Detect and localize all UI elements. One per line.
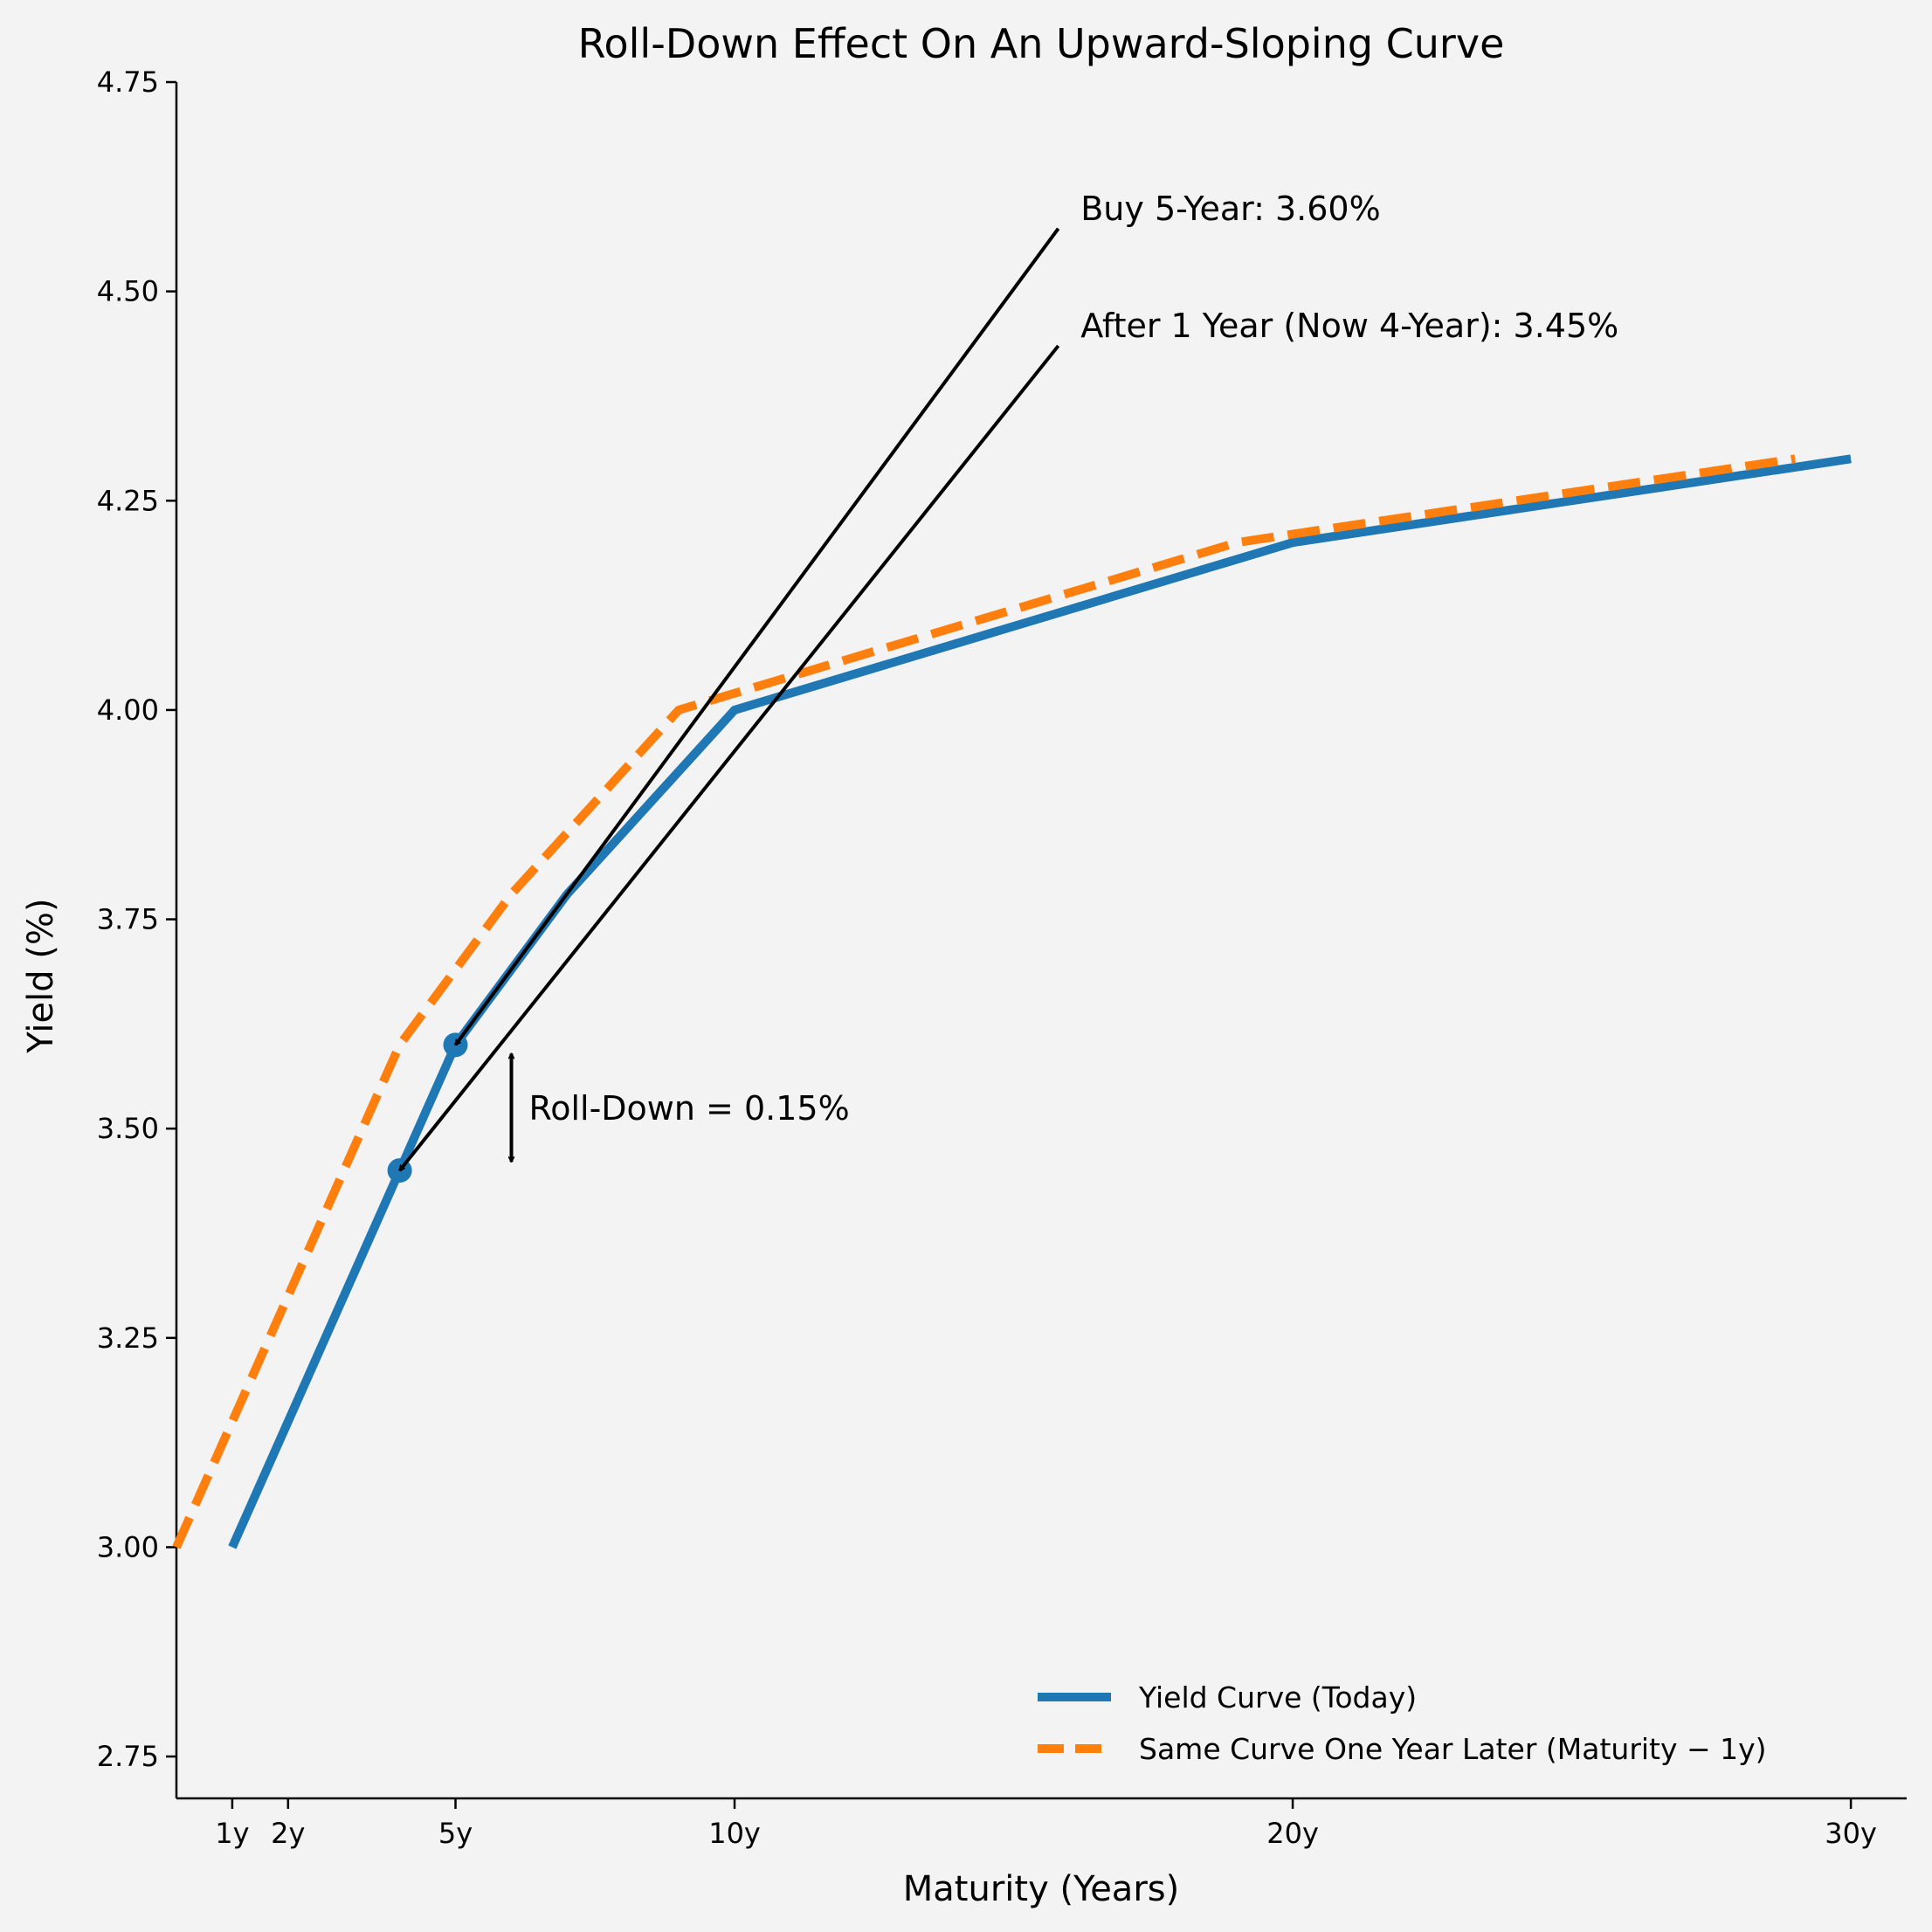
annotation-arrow	[398, 344, 1060, 1170]
legend: Yield Curve (Today) Same Curve One Year L…	[1038, 1680, 1767, 1766]
series-line-one-year-later	[172, 454, 1796, 1549]
annotation-arrow	[453, 227, 1060, 1045]
annotation-label: Buy 5-Year: 3.60%	[1080, 190, 1380, 228]
roll-down-label: Roll-Down = 0.15%	[529, 1089, 850, 1128]
chart-title: Roll-Down Effect On An Upward-Sloping Cu…	[578, 20, 1505, 67]
x-tick-label: 30y	[1825, 1817, 1877, 1850]
y-tick-label: 2.75	[97, 1740, 159, 1773]
y-tick-label: 3.25	[97, 1321, 159, 1355]
x-tick-label: 10y	[708, 1817, 761, 1850]
x-tick-label: 1y	[215, 1817, 249, 1850]
y-tick-label: 3.50	[97, 1112, 159, 1145]
annotation-layer: Buy 5-Year: 3.60% After 1 Year (Now 4-Yea…	[398, 190, 1618, 1170]
y-tick-label: 3.75	[97, 903, 159, 936]
x-tick-label: 20y	[1266, 1817, 1319, 1850]
annotation-label: After 1 Year (Now 4-Year): 3.45%	[1080, 307, 1618, 345]
y-tick-label: 4.00	[97, 693, 159, 727]
y-tick-label: 4.25	[97, 484, 159, 517]
x-tick-label: 2y	[271, 1817, 305, 1850]
legend-label-one-year-later: Same Curve One Year Later (Maturity − 1y…	[1139, 1732, 1767, 1766]
x-axis-title: Maturity (Years)	[903, 1869, 1179, 1909]
axes: 2.75 3.00 3.25 3.50 3.75 4.00 4.25 4.50 4.75 1y 2y…	[97, 66, 1907, 1850]
y-axis-title: Yield (%)	[21, 898, 61, 1053]
y-tick-label: 4.75	[97, 66, 159, 99]
legend-label-today: Yield Curve (Today)	[1138, 1680, 1417, 1715]
y-tick-label: 4.50	[97, 275, 159, 308]
y-tick-label: 3.00	[97, 1530, 159, 1563]
x-tick-label: 5y	[438, 1817, 473, 1850]
